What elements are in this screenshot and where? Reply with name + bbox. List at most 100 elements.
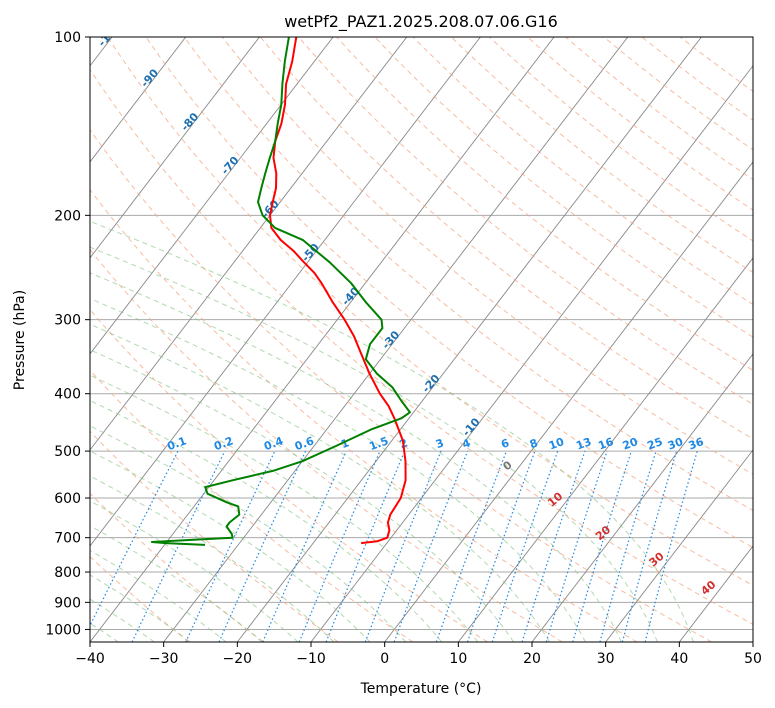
mixing-ratio-line — [644, 450, 698, 642]
isotherm-line — [752, 641, 753, 642]
mixing-ratio-line — [185, 450, 276, 642]
dry-adiabat-line — [679, 37, 753, 92]
dry-adiabat-label: -100 — [95, 20, 123, 49]
x-tick-label: 30 — [597, 651, 615, 667]
dry-adiabat-label: -30 — [379, 328, 402, 352]
moist-adiabat-line — [90, 246, 658, 642]
isotherm-line — [678, 545, 753, 642]
moist-adiabat-line — [90, 349, 515, 642]
dry-adiabat-line — [336, 37, 753, 371]
mixing-ratio-line — [262, 450, 347, 642]
dry-adiabat-line — [107, 37, 753, 586]
dry-adiabat-label: -20 — [420, 372, 443, 396]
moist-adiabat-line — [90, 450, 371, 642]
y-tick-label: 500 — [54, 444, 81, 460]
mixing-ratio-label: 0.2 — [212, 434, 235, 453]
mixing-ratio-label: 1.5 — [367, 434, 390, 453]
moist-adiabat-line — [90, 323, 551, 642]
dry-adiabat-line — [412, 37, 753, 305]
mixing-ratio-label: 1 — [339, 436, 351, 451]
x-axis-label: Temperature (°C) — [360, 681, 482, 697]
mixing-ratio-label: 13 — [574, 435, 593, 452]
moist-adiabat-line — [90, 374, 479, 642]
mixing-ratio-label: 8 — [528, 436, 540, 451]
moist-adiabat-line — [90, 272, 622, 642]
isotherm-line — [236, 37, 702, 642]
plot-frame — [89, 36, 754, 643]
dry-adiabat-label: -80 — [178, 110, 201, 134]
mixing-ratio-line — [298, 450, 381, 642]
mixing-ratio-label: 36 — [687, 435, 706, 453]
mixing-ratio-line — [521, 450, 586, 642]
x-tick-label: −20 — [223, 651, 253, 667]
mixing-ratio-line — [545, 450, 608, 642]
mixing-ratio-label: 10 — [547, 435, 566, 453]
dry-adiabat-line — [90, 128, 712, 642]
profile-lines — [150, 37, 411, 546]
mixing-ratio-label: 16 — [596, 435, 615, 453]
mixing-ratio-line — [325, 450, 406, 642]
y-tick-label: 1000 — [45, 622, 81, 638]
isotherm-line — [90, 37, 187, 163]
y-tick-label: 900 — [54, 595, 81, 611]
y-tick-label: 100 — [54, 30, 81, 46]
dry-adiabat-line — [90, 430, 339, 642]
chart-title: wetPf2_PAZ1.2025.208.07.06.G16 — [284, 12, 558, 32]
moist-adiabat-line — [90, 475, 335, 642]
mixing-ratio-line — [435, 450, 507, 642]
isotherm-line — [457, 257, 753, 642]
dry-adiabat-label: -10 — [460, 415, 483, 439]
isotherm-line — [90, 37, 334, 355]
dry-adiabat-line — [90, 555, 190, 642]
moist-adiabat-line — [90, 400, 443, 642]
isotherm-line — [384, 161, 753, 642]
isotherm-line — [90, 37, 481, 547]
moist-adiabat-line — [90, 425, 407, 642]
mixing-ratio-line — [491, 450, 559, 642]
x-tick-label: −10 — [296, 651, 326, 667]
dry-adiabat-line — [145, 37, 753, 549]
mixing-ratio-label: 0.4 — [262, 434, 285, 453]
mixing-ratio-label: 20 — [621, 435, 640, 453]
isotherm-line — [531, 353, 753, 642]
mixing-ratio-line — [621, 450, 678, 642]
y-tick-label: 400 — [54, 387, 81, 403]
dry-adiabat-line — [527, 37, 753, 211]
x-tick-label: −30 — [149, 651, 179, 667]
isotherm-line — [163, 37, 629, 642]
dry-adiabat-line — [450, 37, 753, 274]
temperature-profile-line — [269, 37, 407, 545]
x-tick-label: −40 — [75, 651, 105, 667]
y-tick-label: 200 — [54, 208, 81, 224]
y-tick-label: 800 — [54, 565, 81, 581]
moist-adiabat-label: 0 — [500, 458, 514, 473]
mixing-ratio-label: 0.6 — [293, 434, 316, 453]
mixing-ratio-line — [466, 450, 536, 642]
dry-adiabat-line — [565, 37, 753, 181]
x-tick-label: 40 — [670, 651, 688, 667]
background-grid — [90, 37, 753, 642]
isotherm-line — [90, 37, 555, 642]
mixing-ratio-label: 0.1 — [165, 434, 188, 453]
axes: −40 −30 −20 −10 0 10 20 30 40 5010020030040050060… — [45, 30, 762, 667]
dry-adiabat-label: -90 — [138, 66, 161, 90]
mixing-ratio-line — [599, 450, 657, 642]
mixing-ratio-label: 25 — [645, 435, 664, 452]
dry-adiabat-line — [90, 188, 638, 642]
dry-adiabat-label: -40 — [339, 284, 362, 308]
dry-adiabat-line — [260, 37, 753, 440]
y-tick-label: 300 — [54, 313, 81, 329]
y-tick-label: 700 — [54, 531, 81, 547]
dry-adiabat-line — [183, 37, 753, 512]
mixing-ratio-labels: 0.1 0.2 0.4 0.6 1 1.5 2 3 4 6 8 10 13 16 20 25 30 36-100-… — [95, 20, 718, 598]
dry-adiabat-line — [641, 37, 753, 121]
dry-adiabat-line — [90, 248, 563, 642]
isotherm-line — [605, 449, 753, 642]
dry-adiabat-line — [221, 37, 753, 475]
dry-adiabat-line — [298, 37, 753, 405]
dry-adiabat-line — [90, 309, 488, 642]
dewpoint-profile-line — [150, 37, 411, 546]
dry-adiabat-line — [374, 37, 753, 338]
moist-adiabat-line — [90, 220, 694, 642]
